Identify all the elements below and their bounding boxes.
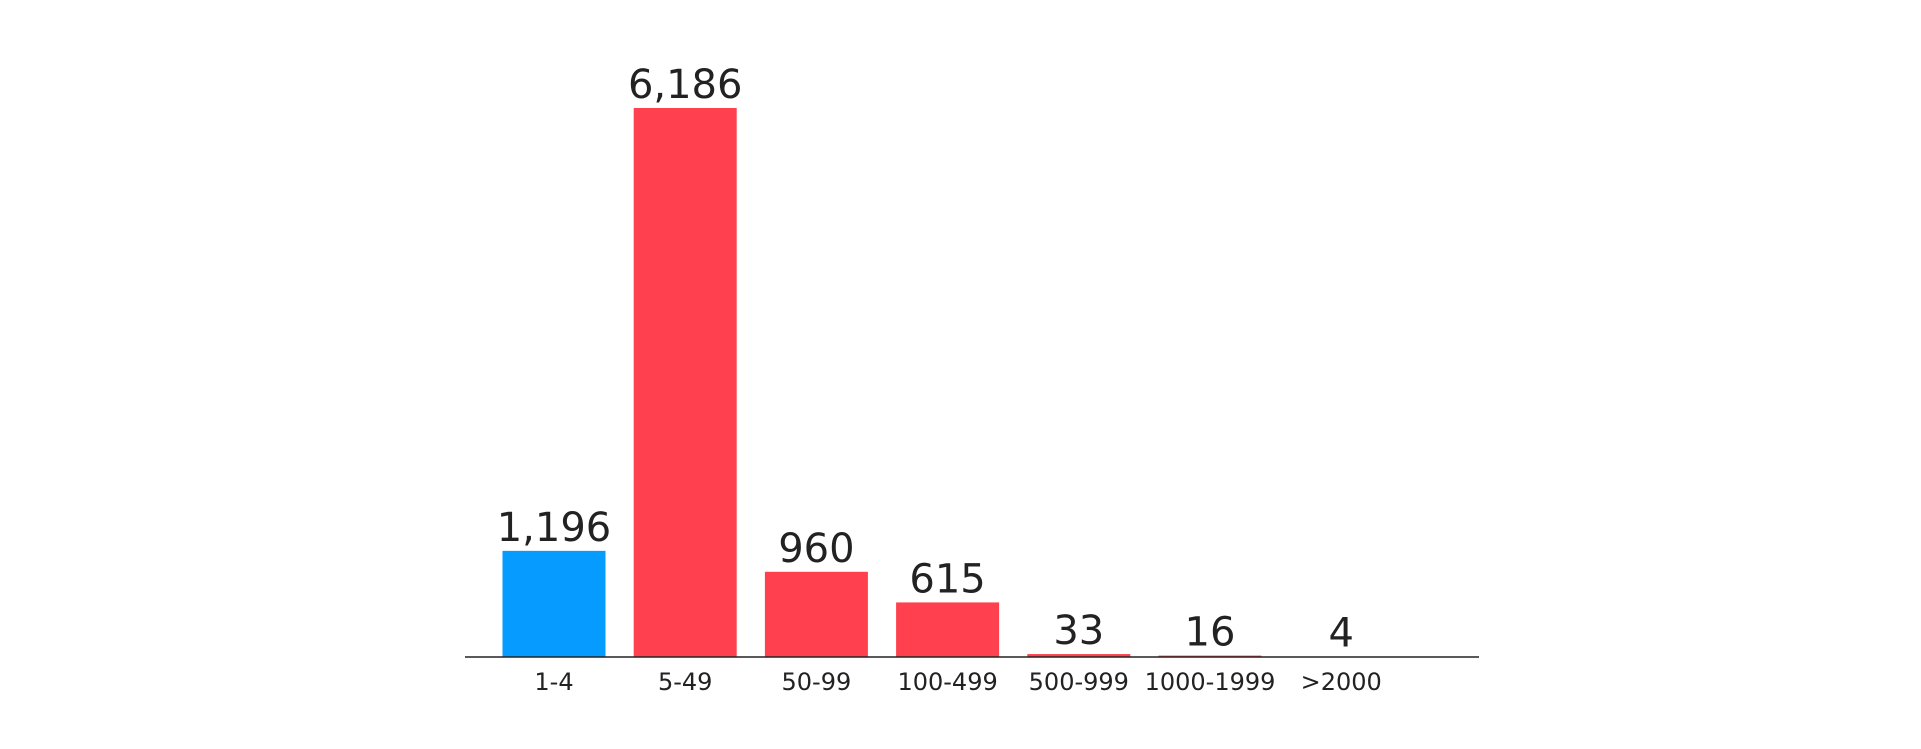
bar [633,108,737,657]
value-label: 16 [1185,610,1236,656]
x-tick-label: 100-499 [897,668,997,696]
x-tick-label: >2000 [1301,668,1382,696]
bar [896,602,1000,657]
value-label: 33 [1053,608,1104,654]
x-tick-label: 500-999 [1029,668,1129,696]
bar [502,550,606,657]
x-tick-label: 1-4 [534,668,573,696]
x-tick-label: 50-99 [782,668,852,696]
bar [764,571,868,657]
value-label: 960 [778,526,854,572]
value-label: 6,186 [628,62,743,108]
value-label: 1,196 [497,505,612,551]
value-label: 4 [1328,611,1353,657]
bar [1027,654,1131,657]
value-label: 615 [909,556,985,602]
x-tick-label: 1000-1999 [1145,668,1276,696]
x-tick-label: 5-49 [658,668,712,696]
